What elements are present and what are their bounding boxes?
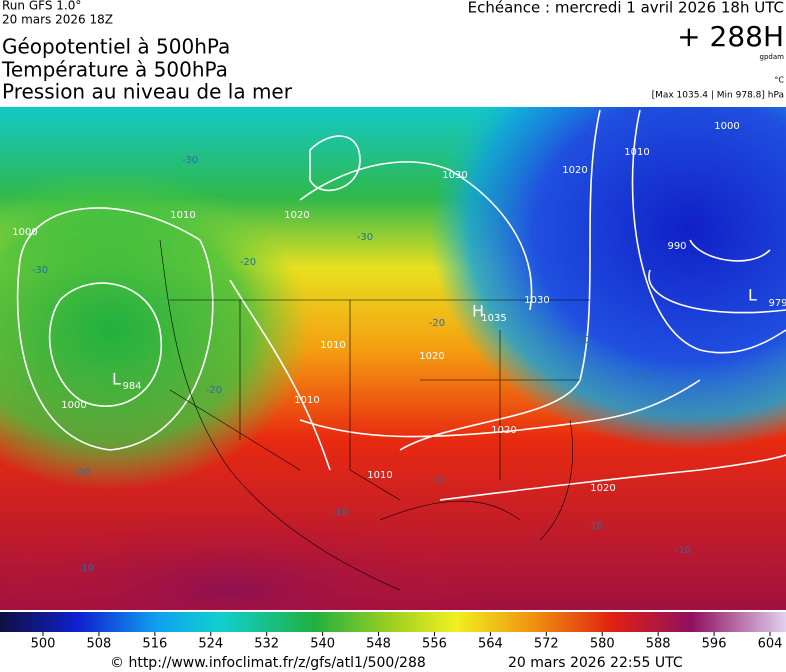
title: Température à 500hPa — [1, 58, 228, 82]
isotherm-label: -20 — [630, 370, 646, 381]
isotherm-label: -30 — [357, 232, 373, 243]
colorbar-label: 564 — [478, 637, 503, 652]
isobar-label: 1010 — [367, 470, 392, 481]
title: Pression au niveau de la mer — [2, 80, 293, 104]
isobar-label: 1000 — [12, 227, 37, 238]
isotherm-label: -10 — [587, 521, 603, 532]
colorbar-label: 508 — [87, 637, 112, 652]
colorbar-label: 524 — [198, 637, 223, 652]
title: Géopotentiel à 500hPa — [2, 35, 230, 59]
forecast: + 288H — [677, 20, 784, 53]
isotherm-label: -30 — [32, 265, 48, 276]
run-date: 20 mars 2026 18Z — [2, 13, 113, 27]
isotherm-label: -20 — [74, 467, 90, 478]
isotherm-label: -10 — [675, 545, 691, 556]
colorbar-label: 604 — [758, 637, 783, 652]
low-marker: L — [112, 370, 121, 389]
high-marker: H — [472, 302, 484, 321]
isotherm-label: -30 — [182, 155, 198, 166]
isobar-label: 1030 — [524, 295, 549, 306]
isotherm-label: -20 — [240, 257, 256, 268]
echeance: Echéance : mercredi 1 avril 2026 18h UTC — [468, 0, 784, 17]
isobar-label: 1010 — [294, 395, 319, 406]
source-url: © http://www.infoclimat.fr/z/gfs/atl1/50… — [110, 655, 426, 671]
colorbar — [0, 612, 786, 632]
isobar-label: 984 — [122, 381, 141, 392]
colorbar-label: 556 — [422, 637, 447, 652]
isobar-label: 1010 — [320, 340, 345, 351]
unit: gpdam — [760, 53, 785, 61]
colorbar-label: 500 — [31, 637, 56, 652]
isobar-label: 979 — [768, 298, 786, 309]
isobar-label: 1035 — [481, 313, 506, 324]
isobar-label: 1010 — [624, 147, 649, 158]
isotherm-label: -20 — [206, 385, 222, 396]
low-marker: L — [748, 286, 757, 305]
unit: °C — [774, 76, 784, 85]
timestamp: 20 mars 2026 22:55 UTC — [508, 655, 683, 671]
isobar-label: 1020 — [419, 351, 444, 362]
pressure-range: [Max 1035.4 | Min 978.8] hPa — [652, 91, 784, 101]
isobar-label: 1000 — [61, 400, 86, 411]
isobar-label: 990 — [667, 241, 686, 252]
colorbar-label: 588 — [646, 637, 671, 652]
isobar-label: 1020 — [491, 425, 516, 436]
colorbar-label: 596 — [702, 637, 727, 652]
isobar-label: 1020 — [590, 483, 615, 494]
isotherm-label: -20 — [429, 318, 445, 329]
isotherm-label: -10 — [332, 507, 348, 518]
isotherm-label: -10 — [78, 563, 94, 574]
isotherm-label: -10 — [429, 475, 445, 486]
isobar-label: 1030 — [442, 170, 467, 181]
isobar-label: 1020 — [562, 165, 587, 176]
colorbar-label: 516 — [142, 637, 167, 652]
colorbar-label: 548 — [366, 637, 391, 652]
isobar-label: 1000 — [714, 121, 739, 132]
colorbar-label: 540 — [310, 637, 335, 652]
colorbar-label: 580 — [590, 637, 615, 652]
isobar-label: 1020 — [284, 210, 309, 221]
colorbar-label: 532 — [254, 637, 279, 652]
map — [0, 107, 786, 610]
isobar-label: 1010 — [170, 210, 195, 221]
isotherm-label: -20 — [574, 335, 590, 346]
run: Run GFS 1.0° — [2, 0, 81, 13]
colorbar-label: 572 — [534, 637, 559, 652]
